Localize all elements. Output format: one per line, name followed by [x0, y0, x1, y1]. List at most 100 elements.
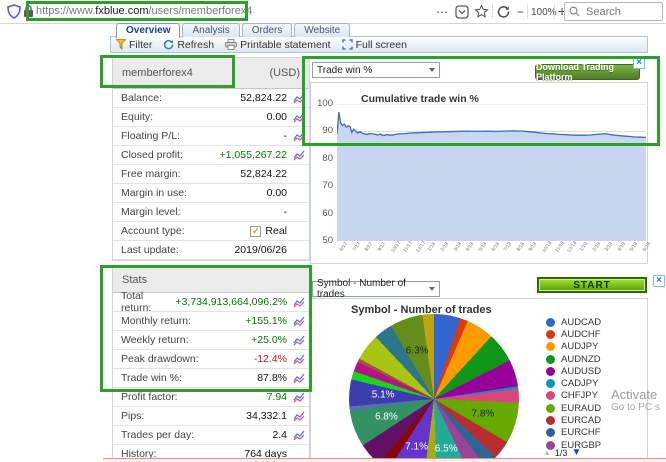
x-axis-tick: 10/17 — [390, 240, 402, 254]
x-axis-tick: 12/18 — [566, 240, 578, 254]
legend-label: AUDNZD — [561, 354, 601, 365]
x-axis-tick: 7/18 — [503, 241, 513, 252]
x-axis-tick: 11/17 — [402, 240, 414, 253]
row-label: Weekly return: — [121, 334, 189, 346]
full-screen-icon — [342, 39, 353, 50]
pie-type-select-value: Symbol - Number of trades — [317, 278, 429, 300]
row-value: 0.00 — [267, 111, 287, 123]
legend-label: AUDCHF — [561, 329, 601, 340]
row-value: 0.00 — [267, 187, 287, 199]
start-ad-button[interactable]: START — [537, 277, 647, 293]
refresh-icon — [163, 39, 174, 50]
lock-icon[interactable] — [23, 5, 34, 23]
y-axis-tick: 90 — [311, 125, 333, 136]
x-axis-tick: 9/17 — [376, 241, 386, 252]
legend-color-dot — [546, 416, 555, 425]
x-axis-tick: 5/19 — [629, 241, 639, 252]
x-axis-tick: 8/17 — [364, 241, 374, 252]
pie-slice-label: 7.1% — [405, 441, 428, 452]
legend-color-dot — [546, 367, 555, 376]
chart-link-icon[interactable] — [290, 150, 305, 161]
chart-link-icon[interactable] — [290, 335, 305, 346]
table-row: Margin in use: 0.00 — [113, 184, 309, 203]
refresh-label: Refresh — [177, 39, 214, 51]
row-value: +1,055,267.22 — [220, 149, 287, 161]
tracking-protection-shield-icon[interactable] — [7, 4, 21, 24]
x-axis-tick: 3/18 — [452, 241, 462, 252]
row-label: Balance: — [121, 92, 162, 104]
tab-overview[interactable]: Overview — [116, 23, 180, 38]
chart-link-icon[interactable] — [290, 411, 305, 422]
chart-link-icon[interactable] — [290, 316, 305, 327]
refresh-button[interactable]: Refresh — [163, 39, 214, 51]
legend-page-down-icon[interactable]: ▼ — [571, 447, 581, 458]
y-axis-tick: 100 — [311, 98, 333, 109]
x-axis-tick: 9/18 — [528, 241, 538, 252]
url-path: /users/memberforex4 — [149, 5, 253, 17]
row-value: 34,332.1 — [246, 410, 287, 422]
printable-statement-button[interactable]: Printable statement — [225, 39, 330, 51]
zoom-out-button[interactable]: − — [517, 0, 524, 24]
filter-button[interactable]: Filter — [116, 39, 152, 51]
tab-analysis[interactable]: Analysis — [182, 23, 239, 37]
legend-item: EURCAD — [546, 414, 601, 426]
ad-close-icon[interactable]: × — [633, 57, 645, 69]
chart-link-icon[interactable] — [290, 354, 305, 365]
row-value: 7.94 — [267, 391, 287, 403]
cutoff-banner-strip — [103, 458, 666, 462]
legend-color-dot — [546, 379, 555, 388]
pocket-icon[interactable] — [455, 5, 469, 24]
toolbar-divider — [527, 4, 528, 19]
legend-color-dot — [546, 318, 555, 327]
chart-link-icon[interactable] — [290, 373, 305, 384]
legend-color-dot — [546, 404, 555, 413]
chart-type-select[interactable]: Trade win % — [312, 62, 440, 78]
stats-title: Stats — [122, 274, 147, 286]
download-trading-platform-ad-button[interactable]: Download Trading Platform — [535, 64, 640, 80]
chart-link-icon[interactable] — [290, 430, 305, 441]
row-value: 52,824.22 — [240, 168, 287, 180]
search-input[interactable] — [584, 5, 654, 19]
search-box[interactable] — [564, 2, 663, 21]
chart-link-icon[interactable] — [290, 131, 305, 142]
zoom-level[interactable]: 100% — [531, 0, 557, 24]
table-row: Peak drawdown:-12.4% — [113, 350, 309, 369]
row-value: -12.4% — [254, 353, 287, 365]
ad-close-icon[interactable]: × — [653, 275, 665, 287]
watermark-line2: Go to PC s — [611, 402, 660, 413]
row-label: Margin in use: — [121, 187, 187, 199]
page-tabs: OverviewAnalysisOrdersWebsite — [116, 25, 352, 37]
y-axis-tick: 70 — [311, 180, 333, 191]
x-axis-tick: 2/18 — [440, 241, 450, 252]
url-bar[interactable]: https://www.fxblue.com/users/memberforex… — [36, 5, 252, 17]
chart-link-icon[interactable] — [290, 297, 305, 308]
pie-slice-label: 6.5% — [435, 443, 458, 454]
legend-item: EURAUD — [546, 402, 601, 414]
stats-panel: Stats Total return:+3,734,913,664,096.2%… — [112, 267, 310, 462]
legend-color-dot — [546, 391, 555, 400]
chart-link-icon[interactable] — [290, 112, 305, 123]
real-account-checkbox[interactable]: ✓ — [250, 226, 261, 237]
more-menu-icon[interactable]: ⋯ — [436, 0, 448, 24]
legend-item: AUDJPY — [546, 341, 601, 353]
tab-orders[interactable]: Orders — [242, 23, 293, 37]
url-domain: fxblue.com — [95, 5, 148, 17]
windows-activate-watermark: Activate Go to PC s — [611, 387, 660, 413]
legend-label: EURCAD — [561, 415, 601, 426]
chart-link-icon[interactable] — [290, 93, 305, 104]
chart-link-icon[interactable] — [290, 392, 305, 403]
account-name: memberforex4 — [122, 67, 193, 79]
tab-website[interactable]: Website — [294, 23, 350, 37]
x-axis-tick: 6/18 — [490, 241, 500, 252]
full-screen-button[interactable]: Full screen — [342, 39, 407, 51]
reload-icon[interactable] — [497, 5, 510, 23]
legend-item: EURCHF — [546, 427, 601, 439]
table-row: Trade win %:87.8% — [113, 369, 309, 388]
pie-type-select[interactable]: Symbol - Number of trades — [312, 281, 440, 297]
bookmark-star-icon[interactable] — [474, 4, 489, 24]
x-axis-tick: 3/19 — [604, 241, 614, 252]
legend-page-up-icon[interactable]: ▲ — [543, 448, 551, 457]
x-axis-tick: 8/18 — [515, 241, 525, 252]
x-axis-tick: 10/18 — [541, 240, 553, 254]
win-chart-panel: Cumulative trade win % 1009080706050 6/1… — [310, 82, 648, 264]
